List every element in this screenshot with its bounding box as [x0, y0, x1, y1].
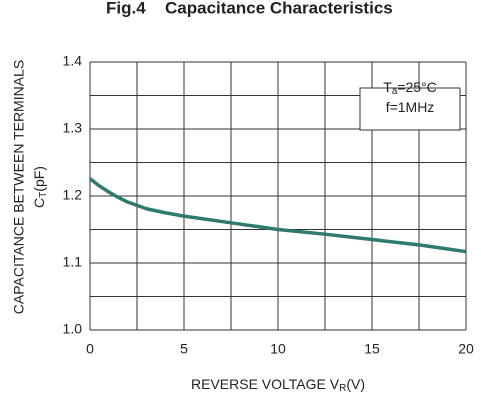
y-tick-label: 1.4	[63, 53, 83, 69]
x-axis-label: REVERSE VOLTAGE VR(V)	[191, 376, 365, 394]
y-tick-label: 1.3	[63, 120, 83, 136]
y-tick-label: 1.1	[63, 254, 83, 270]
line	[88, 177, 467, 254]
condition-text: Ta=25°C	[383, 79, 437, 97]
condition-sub: a	[392, 86, 398, 97]
condition-main: T	[383, 79, 392, 95]
x-tick-label: 10	[270, 341, 286, 357]
x-tick-label: 0	[86, 341, 94, 357]
y-axis-unit: CT(pF)	[31, 166, 49, 208]
condition-box	[359, 87, 461, 131]
y-tick-label: 1.2	[63, 187, 83, 203]
x-tick-label: 5	[180, 341, 188, 357]
chart-title: Capacitance Characteristics	[165, 0, 393, 17]
condition-after: =25°C	[397, 79, 436, 95]
y-axis-label: CAPACITANCE BETWEEN TERMINALS	[11, 60, 27, 314]
fig-label: Fig.4	[106, 0, 146, 17]
condition-main: f=1MHz	[386, 99, 435, 115]
x-tick-label: 15	[364, 341, 380, 357]
y-tick-label: 1.0	[63, 321, 83, 337]
condition-text: f=1MHz	[386, 99, 435, 115]
x-tick-label: 20	[458, 341, 474, 357]
